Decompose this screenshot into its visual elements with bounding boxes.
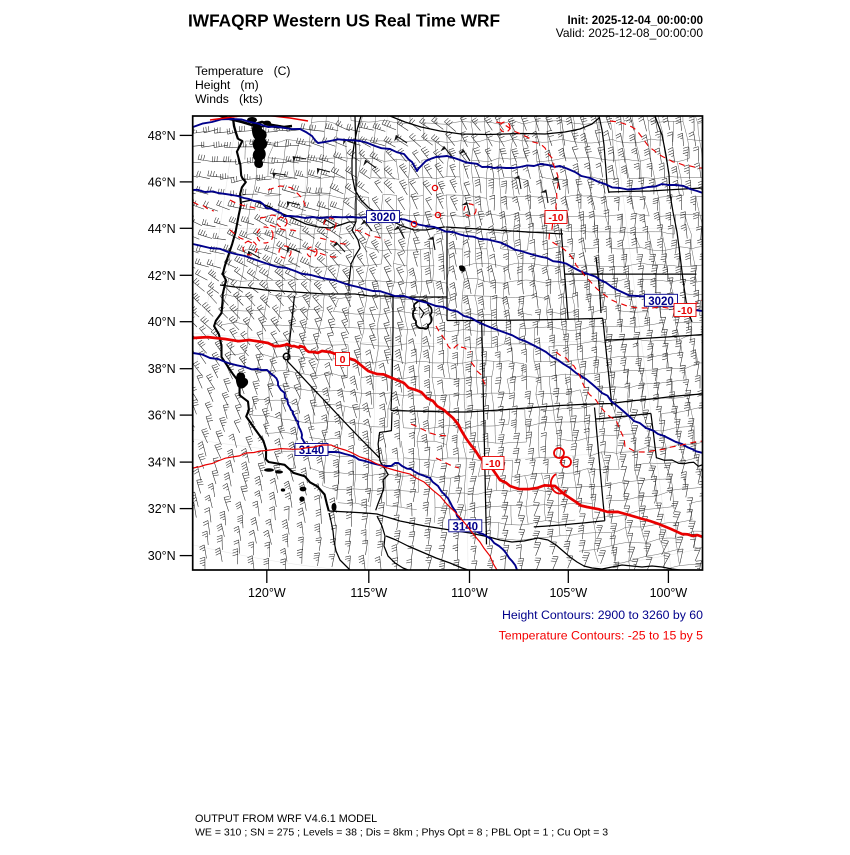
- svg-text:3140: 3140: [453, 521, 479, 533]
- svg-text:IWFAQRP Western US Real Time W: IWFAQRP Western US Real Time WRF: [188, 11, 500, 31]
- svg-text:OUTPUT FROM WRF V4.6.1 MODEL: OUTPUT FROM WRF V4.6.1 MODEL: [195, 813, 377, 825]
- svg-text:36°N: 36°N: [148, 409, 176, 423]
- svg-text:30°N: 30°N: [148, 549, 176, 563]
- svg-text:Winds (kts): Winds (kts): [195, 92, 263, 106]
- svg-text:48°N: 48°N: [148, 129, 176, 143]
- svg-text:46°N: 46°N: [148, 175, 176, 189]
- svg-text:120°W: 120°W: [248, 586, 286, 600]
- svg-text:105°W: 105°W: [549, 586, 587, 600]
- svg-text:Temperature Contours: -25 to 1: Temperature Contours: -25 to 15 by 5: [499, 629, 704, 643]
- svg-text:Temperature (C): Temperature (C): [195, 64, 291, 78]
- svg-text:100°W: 100°W: [650, 586, 688, 600]
- svg-text:-10: -10: [485, 458, 500, 470]
- svg-text:Height Contours: 2900 to 3260: Height Contours: 2900 to 3260 by 60: [502, 608, 703, 622]
- svg-text:Valid: 2025-12-08_00:00:00: Valid: 2025-12-08_00:00:00: [556, 26, 704, 40]
- svg-text:44°N: 44°N: [148, 222, 176, 236]
- svg-text:3020: 3020: [648, 296, 674, 308]
- svg-text:3020: 3020: [370, 212, 396, 224]
- svg-text:WE = 310 ; SN = 275 ; Levels =: WE = 310 ; SN = 275 ; Levels = 38 ; Dis …: [195, 826, 608, 838]
- svg-text:-10: -10: [548, 212, 563, 224]
- svg-text:115°W: 115°W: [350, 586, 387, 600]
- svg-text:110°W: 110°W: [451, 586, 488, 600]
- svg-text:Height (m): Height (m): [195, 78, 259, 92]
- svg-text:34°N: 34°N: [148, 456, 176, 470]
- svg-text:32°N: 32°N: [148, 502, 176, 516]
- svg-text:38°N: 38°N: [148, 362, 176, 376]
- svg-text:0: 0: [340, 354, 346, 366]
- svg-text:42°N: 42°N: [148, 269, 176, 283]
- svg-text:40°N: 40°N: [148, 315, 176, 329]
- svg-text:-10: -10: [677, 305, 692, 317]
- svg-text:Init: 2025-12-04_00:00:00: Init: 2025-12-04_00:00:00: [567, 15, 703, 27]
